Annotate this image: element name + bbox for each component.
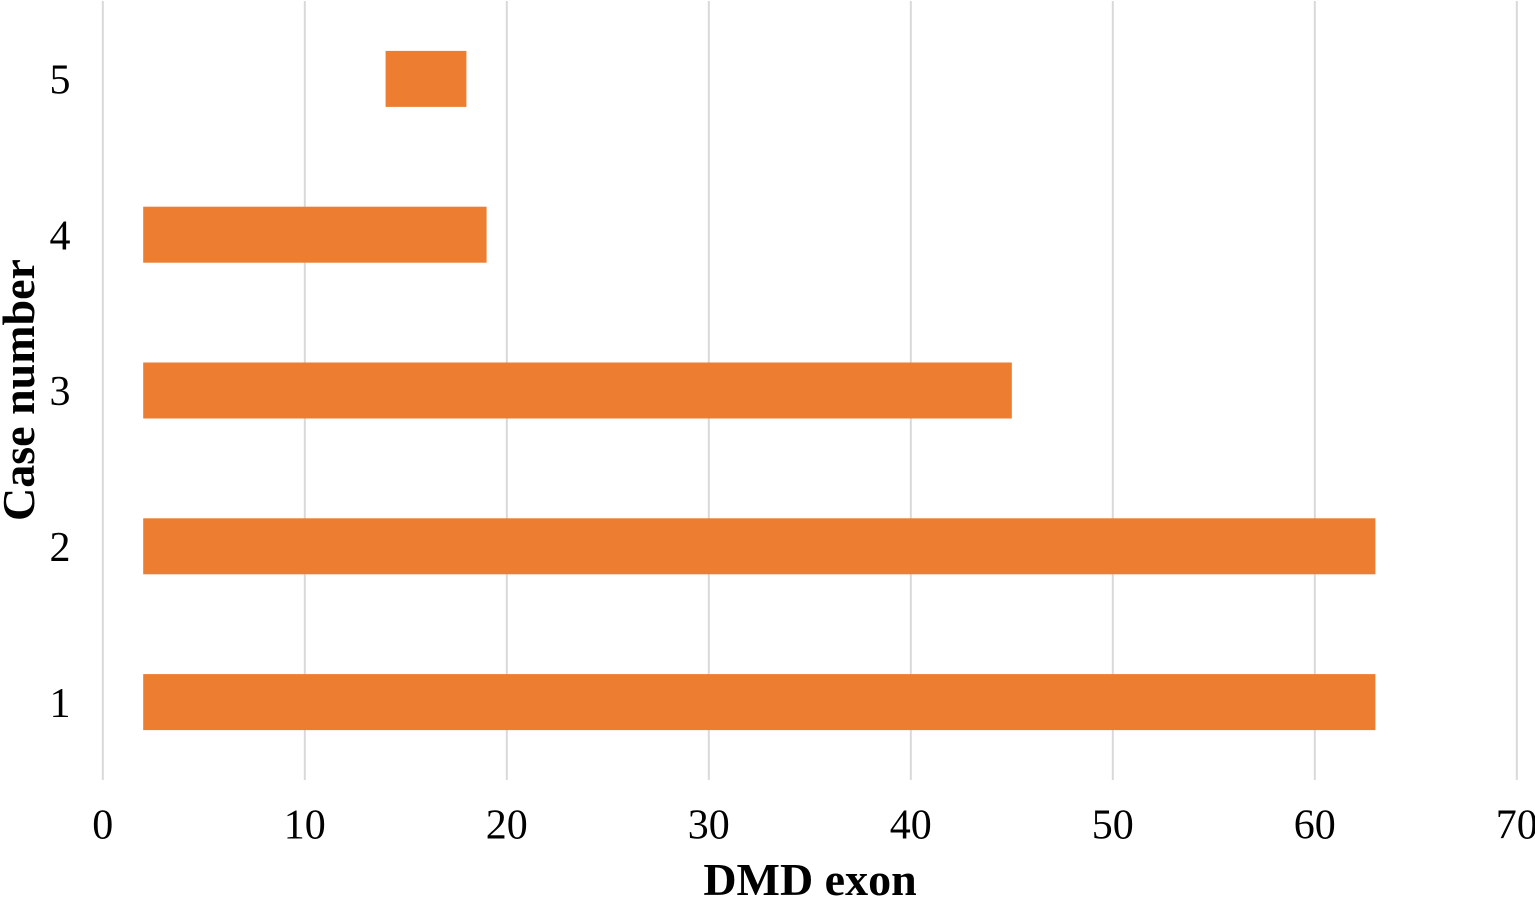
y-category-label: 2 <box>50 525 71 571</box>
y-category-label: 1 <box>50 681 71 727</box>
x-tick-label: 10 <box>284 803 326 849</box>
bar-case-5 <box>385 50 467 107</box>
x-tick-label: 40 <box>890 803 932 849</box>
y-category-label: 3 <box>50 369 71 415</box>
y-axis-title: Case number <box>0 259 44 521</box>
x-tick-label: 30 <box>688 803 730 849</box>
x-tick-label: 60 <box>1294 803 1336 849</box>
x-tick-label: 50 <box>1092 803 1134 849</box>
x-axis-title: DMD exon <box>703 854 916 899</box>
bar-case-3 <box>143 362 1012 419</box>
x-tick-labels: 0 10 20 30 40 50 60 70 <box>92 803 1535 849</box>
bar-case-4 <box>143 206 487 263</box>
bars <box>143 50 1376 731</box>
bar-case-1 <box>143 674 1376 731</box>
bar-case-2 <box>143 518 1376 575</box>
y-category-label: 5 <box>50 58 71 104</box>
y-category-label: 4 <box>50 213 71 259</box>
x-tick-label: 20 <box>486 803 528 849</box>
y-category-labels: 5 4 3 2 1 <box>50 58 71 727</box>
x-tick-label: 0 <box>92 803 113 849</box>
x-tick-label: 70 <box>1496 803 1535 849</box>
